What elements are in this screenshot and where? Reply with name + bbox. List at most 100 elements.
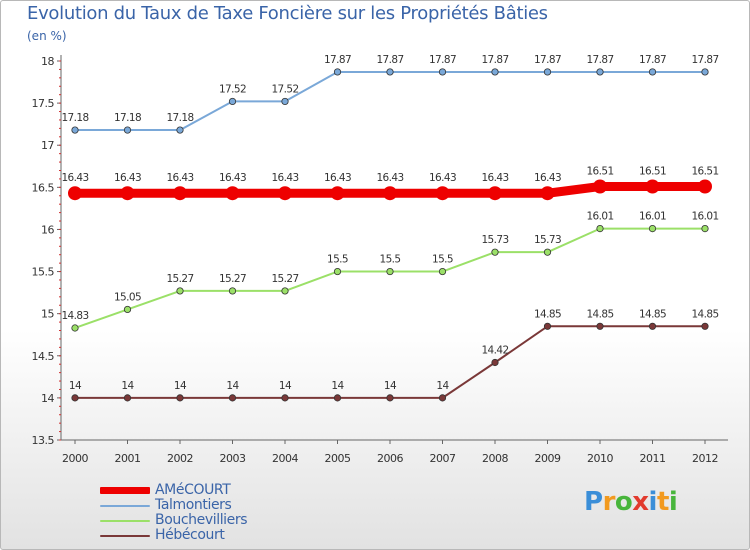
data-point-am-court — [278, 186, 292, 201]
x-tick-label: 2009 — [535, 452, 561, 465]
data-point-am-court — [330, 186, 345, 201]
data-point-am-court — [173, 186, 187, 201]
y-unit-label: (en %) — [27, 29, 67, 43]
data-point-h-b-court — [438, 394, 447, 402]
data-point-h-b-court — [491, 358, 499, 367]
data-label-h-b-court: 14.85 — [691, 308, 718, 320]
logo-letter: t — [656, 487, 669, 517]
data-label-am-court: 16.43 — [166, 172, 193, 184]
data-label-h-b-court: 14.42 — [481, 345, 508, 357]
data-point-bouchevilliers — [543, 248, 552, 256]
data-label-h-b-court: 14.85 — [586, 308, 613, 320]
legend-swatch — [100, 487, 150, 494]
data-label-h-b-court: 14 — [121, 380, 134, 392]
data-label-talmontiers: 17.18 — [166, 112, 193, 124]
data-point-bouchevilliers — [438, 267, 447, 276]
data-label-bouchevilliers: 15.73 — [534, 234, 561, 246]
data-label-am-court: 16.51 — [639, 165, 666, 177]
y-tick-label: 13.5 — [32, 434, 55, 447]
data-point-am-court — [225, 186, 240, 201]
x-tick-label: 2012 — [692, 452, 718, 465]
legend-swatch — [100, 520, 150, 522]
x-tick-label: 2001 — [115, 452, 141, 465]
data-point-bouchevilliers — [701, 225, 709, 233]
data-point-h-b-court — [228, 394, 237, 402]
data-point-am-court — [488, 186, 502, 201]
data-point-h-b-court — [701, 322, 709, 330]
data-point-h-b-court — [71, 394, 79, 402]
data-point-h-b-court — [333, 394, 342, 402]
data-point-am-court — [593, 179, 607, 194]
x-tick-label: 2000 — [62, 452, 88, 465]
logo-letter: r — [602, 487, 616, 517]
data-label-am-court: 16.43 — [114, 172, 141, 184]
data-point-talmontiers — [333, 68, 342, 76]
data-point-talmontiers — [543, 68, 552, 76]
data-label-am-court: 16.43 — [324, 172, 351, 184]
data-point-talmontiers — [596, 68, 604, 76]
data-point-bouchevilliers — [596, 225, 604, 233]
y-tick-label: 14 — [41, 392, 54, 405]
data-label-bouchevilliers: 15.5 — [380, 254, 401, 266]
data-point-h-b-court — [123, 394, 132, 402]
data-point-h-b-court — [648, 322, 657, 330]
data-label-am-court: 16.51 — [691, 165, 718, 177]
data-point-bouchevilliers — [281, 287, 289, 295]
data-point-am-court — [645, 179, 660, 194]
data-point-talmontiers — [648, 68, 657, 76]
data-label-h-b-court: 14 — [226, 380, 239, 392]
data-point-h-b-court — [543, 322, 552, 330]
data-label-h-b-court: 14.85 — [534, 308, 561, 320]
data-label-talmontiers: 17.18 — [114, 112, 141, 124]
data-label-h-b-court: 14 — [331, 380, 344, 392]
y-tick-label: 18 — [41, 55, 54, 68]
data-label-talmontiers: 17.18 — [61, 112, 88, 124]
data-point-am-court — [698, 179, 712, 194]
data-label-h-b-court: 14.85 — [639, 308, 666, 320]
data-point-h-b-court — [596, 322, 604, 330]
legend-swatch — [100, 505, 150, 507]
data-point-talmontiers — [71, 126, 79, 134]
legend-label: AMéCOURT — [155, 482, 231, 498]
x-tick-label: 2010 — [587, 452, 613, 465]
data-point-h-b-court — [281, 394, 289, 402]
y-tick-label: 15.5 — [32, 266, 55, 279]
data-point-talmontiers — [123, 126, 132, 134]
y-tick-label: 17 — [41, 139, 54, 152]
data-label-am-court: 16.43 — [429, 172, 456, 184]
legend-label: Hébécourt — [155, 527, 225, 543]
data-point-am-court — [68, 186, 82, 201]
data-point-h-b-court — [176, 394, 184, 402]
y-tick-label: 14.5 — [32, 350, 55, 363]
data-point-am-court — [540, 186, 555, 201]
data-label-h-b-court: 14 — [69, 380, 82, 392]
data-point-talmontiers — [176, 126, 184, 134]
data-label-talmontiers: 17.87 — [376, 54, 403, 66]
data-label-h-b-court: 14 — [174, 380, 187, 392]
data-label-bouchevilliers: 16.01 — [639, 211, 666, 223]
proxiti-logo: Proxiti — [584, 487, 678, 517]
data-label-bouchevilliers: 16.01 — [691, 211, 718, 223]
data-label-bouchevilliers: 15.27 — [219, 273, 246, 285]
y-tick-label: 16 — [41, 223, 54, 236]
data-point-talmontiers — [281, 97, 289, 106]
data-label-talmontiers: 17.87 — [639, 54, 666, 66]
logo-letter: o — [614, 487, 633, 517]
data-point-am-court — [435, 186, 450, 201]
data-point-talmontiers — [228, 97, 237, 106]
data-point-bouchevilliers — [333, 267, 342, 276]
y-tick-label: 15 — [41, 308, 54, 321]
data-label-bouchevilliers: 15.5 — [432, 254, 453, 266]
data-label-bouchevilliers: 15.05 — [114, 291, 141, 303]
data-label-talmontiers: 17.52 — [271, 83, 298, 95]
logo-letter: i — [668, 487, 678, 517]
data-label-bouchevilliers: 15.5 — [327, 254, 348, 266]
data-label-am-court: 16.51 — [586, 165, 613, 177]
data-label-am-court: 16.43 — [534, 172, 561, 184]
x-tick-label: 2004 — [272, 452, 298, 465]
logo-letter: P — [584, 487, 603, 517]
data-point-bouchevilliers — [491, 248, 499, 256]
data-point-bouchevilliers — [386, 267, 394, 276]
